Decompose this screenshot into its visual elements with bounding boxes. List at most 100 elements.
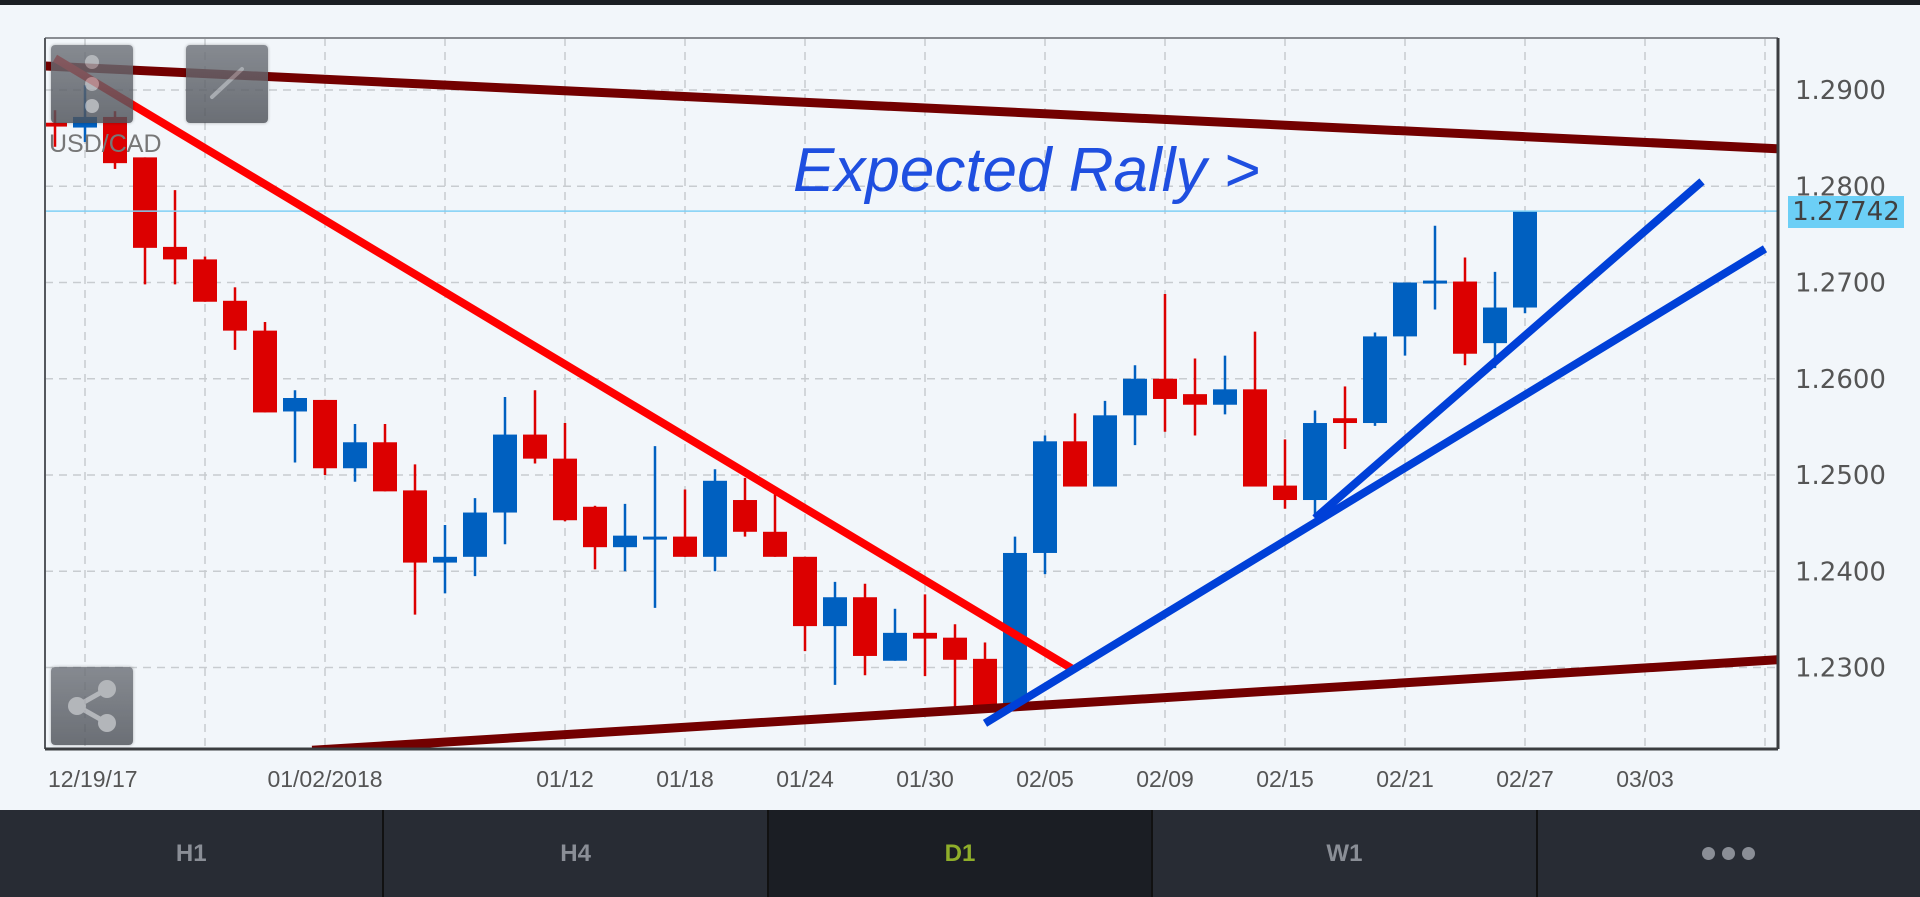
y-tick-label: 1.2400 <box>1795 557 1886 587</box>
downtrend-line <box>52 54 1078 674</box>
y-tick-label: 1.2500 <box>1795 461 1886 491</box>
candles <box>45 85 1537 714</box>
bearish-candle <box>973 642 997 706</box>
candle-body <box>1303 423 1327 501</box>
candle-body <box>913 632 937 639</box>
more-horizontal-icon <box>1702 847 1756 860</box>
tab-h4[interactable]: H4 <box>384 810 767 897</box>
line-tool-icon <box>210 67 244 99</box>
candle-body <box>703 480 727 557</box>
candle-body <box>553 458 577 521</box>
candle-body <box>1123 378 1147 416</box>
bearish-candle <box>583 505 607 570</box>
tab-d1[interactable]: D1 <box>768 810 1152 897</box>
tab-w1[interactable]: W1 <box>1153 810 1536 897</box>
tab-label: H4 <box>560 839 591 867</box>
candle-body <box>433 556 457 563</box>
bullish-candle <box>1123 365 1147 446</box>
candle-body <box>643 536 667 540</box>
bullish-candle <box>493 397 517 545</box>
annotation-text: Expected Rally > <box>793 136 1260 205</box>
candle-body <box>673 536 697 557</box>
bullish-candle <box>1423 225 1447 310</box>
candle-body <box>1213 389 1237 405</box>
tab-label: W1 <box>1326 839 1363 867</box>
bearish-candle <box>163 190 187 285</box>
candle-body <box>1033 441 1057 553</box>
x-tick-label: 12/19/17 <box>48 766 138 792</box>
candle-body <box>223 300 247 331</box>
bearish-candle <box>1333 386 1357 450</box>
chart-menu-button[interactable] <box>51 45 133 123</box>
top-bar <box>0 0 1920 5</box>
bearish-candle <box>1183 358 1207 436</box>
share-button[interactable] <box>51 667 133 745</box>
bullish-candle <box>463 498 487 577</box>
bearish-candle <box>1063 413 1087 487</box>
tab-h1[interactable]: H1 <box>0 810 383 897</box>
bearish-candle <box>403 464 427 615</box>
candle-body <box>823 597 847 627</box>
current-price-label: 1.27742 <box>1788 196 1904 228</box>
bearish-candle <box>913 594 937 677</box>
bullish-candle <box>1033 435 1057 575</box>
candle-body <box>1333 418 1357 424</box>
bearish-candle <box>553 423 577 522</box>
candle-body <box>1243 389 1267 487</box>
bearish-candle <box>943 624 967 714</box>
candle-body <box>943 637 967 660</box>
bearish-candle <box>853 583 877 676</box>
candle-body <box>1153 378 1177 399</box>
x-tick-label: 02/27 <box>1496 766 1554 792</box>
candle-body <box>283 398 307 412</box>
bullish-candle <box>433 525 457 594</box>
symbol-label: USD/CAD <box>49 130 162 158</box>
candlestick-chart[interactable]: 1.29001.28001.27001.26001.25001.24001.23… <box>0 0 1920 810</box>
bearish-candle <box>253 321 277 413</box>
candle-body <box>1273 485 1297 501</box>
bullish-candle <box>1513 211 1537 314</box>
candle-body <box>1183 394 1207 405</box>
bullish-candle <box>823 581 847 685</box>
candle-body <box>493 434 517 513</box>
uptrend-line-shallow <box>982 245 1768 727</box>
candle-body <box>193 259 217 302</box>
candle-body <box>853 597 877 656</box>
bullish-candle <box>1003 536 1027 706</box>
candle-body <box>313 399 337 469</box>
candle-body <box>523 434 547 459</box>
y-tick-label: 1.2900 <box>1795 76 1886 106</box>
trendlines <box>45 54 1778 749</box>
candle-body <box>1063 441 1087 487</box>
candle-body <box>1483 307 1507 344</box>
bearish-candle <box>733 477 757 537</box>
candle-body <box>373 442 397 492</box>
uptrend-line-steep <box>1312 178 1705 522</box>
y-tick-label: 1.2600 <box>1795 365 1886 395</box>
upper-channel-line <box>45 61 1778 154</box>
bearish-candle <box>1243 331 1267 487</box>
bullish-candle <box>703 469 727 572</box>
candle-body <box>1423 280 1447 284</box>
y-tick-label: 1.2300 <box>1795 654 1886 684</box>
candle-body <box>133 157 157 248</box>
draw-line-tool-button[interactable] <box>186 45 268 123</box>
candle-body <box>763 531 787 557</box>
tab-more[interactable] <box>1537 810 1920 897</box>
candle-body <box>343 442 367 469</box>
candle-body <box>883 632 907 661</box>
x-tick-label: 02/05 <box>1016 766 1074 792</box>
candle-body <box>973 658 997 706</box>
candle-body <box>1513 211 1537 308</box>
bullish-candle <box>1093 400 1117 487</box>
bearish-candle <box>193 256 217 302</box>
bullish-candle <box>643 446 667 608</box>
x-tick-label: 01/12 <box>536 766 594 792</box>
candle-body <box>1363 336 1387 424</box>
bullish-candle <box>613 503 637 572</box>
x-tick-label: 03/03 <box>1616 766 1674 792</box>
tab-label: H1 <box>175 839 207 867</box>
bullish-candle <box>1483 271 1507 369</box>
bearish-candle <box>523 390 547 464</box>
timeframe-tabs: H1 H4 D1 W1 <box>0 810 1920 897</box>
